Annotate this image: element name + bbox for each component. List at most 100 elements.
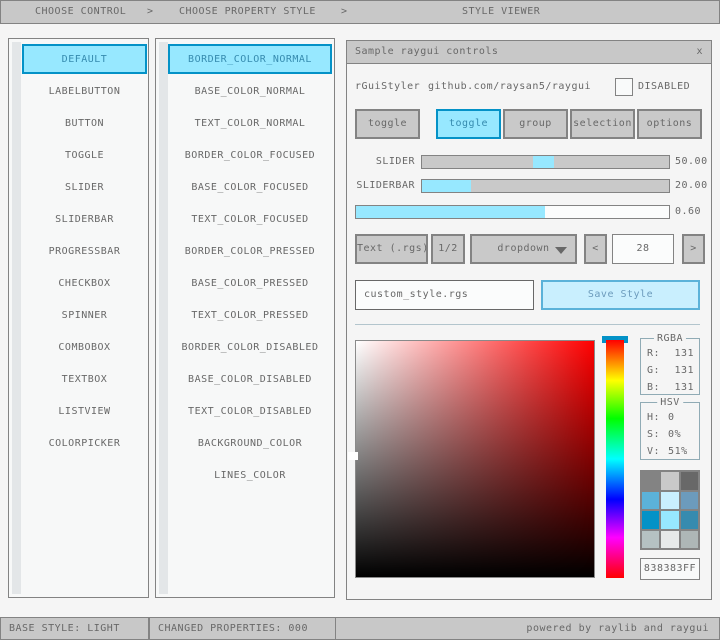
- save-style-button[interactable]: Save Style: [541, 280, 700, 310]
- list-item-labelbutton[interactable]: LABELBUTTON: [48, 86, 121, 97]
- dropdown-select[interactable]: dropdown: [470, 234, 577, 264]
- toggle-group-item-group[interactable]: group: [503, 109, 568, 139]
- prop-item-text-color-pressed[interactable]: TEXT_COLOR_PRESSED: [191, 310, 309, 321]
- palette-border-normal[interactable]: [642, 472, 660, 490]
- prop-item-text-color-normal[interactable]: TEXT_COLOR_NORMAL: [194, 118, 306, 129]
- app-name-label: rGuiStyler: [355, 81, 421, 92]
- toggle-group-item-selection[interactable]: selection: [570, 109, 635, 139]
- disabled-checkbox[interactable]: [615, 78, 633, 96]
- list-item-spinner[interactable]: SPINNER: [61, 310, 108, 321]
- spinner-decrement-button[interactable]: <: [584, 234, 607, 264]
- prop-item-border-color-focused[interactable]: BORDER_COLOR_FOCUSED: [184, 150, 316, 161]
- sliderbar-track[interactable]: [421, 179, 670, 193]
- list-item-combobox[interactable]: COMBOBOX: [58, 342, 111, 353]
- prop-item-base-color-pressed[interactable]: BASE_COLOR_PRESSED: [191, 278, 309, 289]
- hue-bar[interactable]: [606, 340, 624, 578]
- palette-base-normal[interactable]: [661, 472, 679, 490]
- hsv-h-value: 0: [668, 412, 675, 423]
- hex-color-value-box[interactable]: 838383FF: [640, 558, 700, 580]
- sliderbar-fill[interactable]: [422, 180, 471, 192]
- hsv-row-s: S: 0%: [647, 429, 694, 441]
- rgba-row-r: R: 131: [647, 348, 694, 360]
- hsv-s-value: 0%: [668, 429, 682, 440]
- hsv-groupbox: HSV H: 0 S: 0% V: 51%: [640, 397, 700, 460]
- progressbar-fill: [356, 206, 545, 218]
- toggle-group-item-options[interactable]: options: [637, 109, 702, 139]
- list-item-progressbar[interactable]: PROGRESSBAR: [48, 246, 121, 257]
- window-title: Sample raygui controls: [355, 46, 499, 57]
- statusbar-credits: powered by raylib and raygui: [335, 617, 720, 640]
- slider-value: 50.00: [675, 156, 708, 167]
- prop-item-text-color-focused[interactable]: TEXT_COLOR_FOCUSED: [191, 214, 309, 225]
- palette-base-disabled[interactable]: [661, 530, 679, 548]
- color-cursor[interactable]: [348, 452, 358, 460]
- list-item-button[interactable]: BUTTON: [64, 118, 105, 129]
- palette-text-pressed[interactable]: [680, 511, 698, 529]
- breadcrumb-style-viewer: STYLE VIEWER: [462, 6, 541, 17]
- style-color-palette: [640, 470, 700, 550]
- style-filename-input[interactable]: custom_style.rgs: [355, 280, 534, 310]
- list-item-slider[interactable]: SLIDER: [64, 182, 105, 193]
- progressbar-value: 0.60: [675, 206, 702, 217]
- prop-item-background-color[interactable]: BACKGROUND_COLOR: [197, 438, 303, 449]
- prop-item-lines-color[interactable]: LINES_COLOR: [214, 470, 286, 481]
- load-rgs-button[interactable]: Text (.rgs): [355, 234, 428, 264]
- window-titlebar[interactable]: Sample raygui controls x: [347, 41, 711, 64]
- list-item-toggle[interactable]: TOGGLE: [64, 150, 105, 161]
- toggle-button[interactable]: toggle: [355, 109, 420, 139]
- palette-border-focused[interactable]: [642, 491, 660, 509]
- prop-item-border-color-pressed[interactable]: BORDER_COLOR_PRESSED: [184, 246, 316, 257]
- statusbar-base-style: BASE STYLE: LIGHT: [0, 617, 149, 640]
- properties-scrollbar[interactable]: [159, 42, 168, 594]
- repo-link[interactable]: github.com/raysan5/raygui: [428, 81, 592, 92]
- toggle-group-item-toggle[interactable]: toggle: [436, 109, 501, 139]
- table-view-button[interactable]: 1/2: [431, 234, 465, 264]
- color-saturation-value-area[interactable]: [355, 340, 595, 578]
- palette-base-pressed[interactable]: [661, 511, 679, 529]
- list-item-checkbox[interactable]: CHECKBOX: [58, 278, 111, 289]
- palette-border-disabled[interactable]: [642, 530, 660, 548]
- prop-item-text-color-disabled[interactable]: TEXT_COLOR_DISABLED: [188, 406, 312, 417]
- palette-border-pressed[interactable]: [642, 511, 660, 529]
- divider-line: [355, 324, 700, 325]
- prop-item-base-color-normal[interactable]: BASE_COLOR_NORMAL: [194, 86, 306, 97]
- hsv-groupbox-title: HSV: [657, 397, 683, 408]
- slider-label: SLIDER: [375, 156, 415, 167]
- palette-text-focused[interactable]: [680, 491, 698, 509]
- progressbar-track: [355, 205, 670, 219]
- disabled-checkbox-label: DISABLED: [638, 81, 691, 92]
- chevron-right-icon: >: [341, 6, 348, 17]
- slider-thumb[interactable]: [533, 156, 554, 168]
- spinner-increment-button[interactable]: >: [682, 234, 705, 264]
- spinner-value-box[interactable]: 28: [612, 234, 674, 264]
- prop-item-border-color-disabled[interactable]: BORDER_COLOR_DISABLED: [181, 342, 319, 353]
- chevron-right-icon: >: [147, 6, 154, 17]
- prop-item-border-color-normal[interactable]: BORDER_COLOR_NORMAL: [168, 44, 332, 74]
- list-item-sliderbar[interactable]: SLIDERBAR: [55, 214, 114, 225]
- list-item-colorpicker[interactable]: COLORPICKER: [48, 438, 121, 449]
- style-viewer-window: Sample raygui controls x rGuiStyler gith…: [346, 40, 712, 600]
- list-item-listview[interactable]: LISTVIEW: [58, 406, 111, 417]
- hsv-h-label: H:: [647, 412, 661, 423]
- prop-item-base-color-disabled[interactable]: BASE_COLOR_DISABLED: [188, 374, 312, 385]
- rgba-groupbox: RGBA R: 131 G: 131 B: 131: [640, 333, 700, 395]
- rgba-b-label: B:: [647, 382, 661, 393]
- rgba-g-label: G:: [647, 365, 661, 376]
- dropdown-selected-label: dropdown: [497, 243, 550, 254]
- prop-item-base-color-focused[interactable]: BASE_COLOR_FOCUSED: [191, 182, 309, 193]
- palette-text-normal[interactable]: [680, 472, 698, 490]
- hsv-row-h: H: 0: [647, 412, 694, 424]
- palette-base-focused[interactable]: [661, 491, 679, 509]
- hsv-s-label: S:: [647, 429, 661, 440]
- list-item-textbox[interactable]: TEXTBOX: [61, 374, 108, 385]
- palette-text-disabled[interactable]: [680, 530, 698, 548]
- hsv-row-v: V: 51%: [647, 446, 694, 458]
- controls-scrollbar[interactable]: [12, 42, 21, 594]
- slider-track[interactable]: [421, 155, 670, 169]
- breadcrumb: CHOOSE CONTROL > CHOOSE PROPERTY STYLE >…: [0, 0, 720, 24]
- close-icon[interactable]: x: [696, 46, 703, 57]
- hue-slider-handle[interactable]: [602, 336, 628, 343]
- rgba-b-value: 131: [674, 382, 694, 393]
- list-item-default[interactable]: DEFAULT: [22, 44, 147, 74]
